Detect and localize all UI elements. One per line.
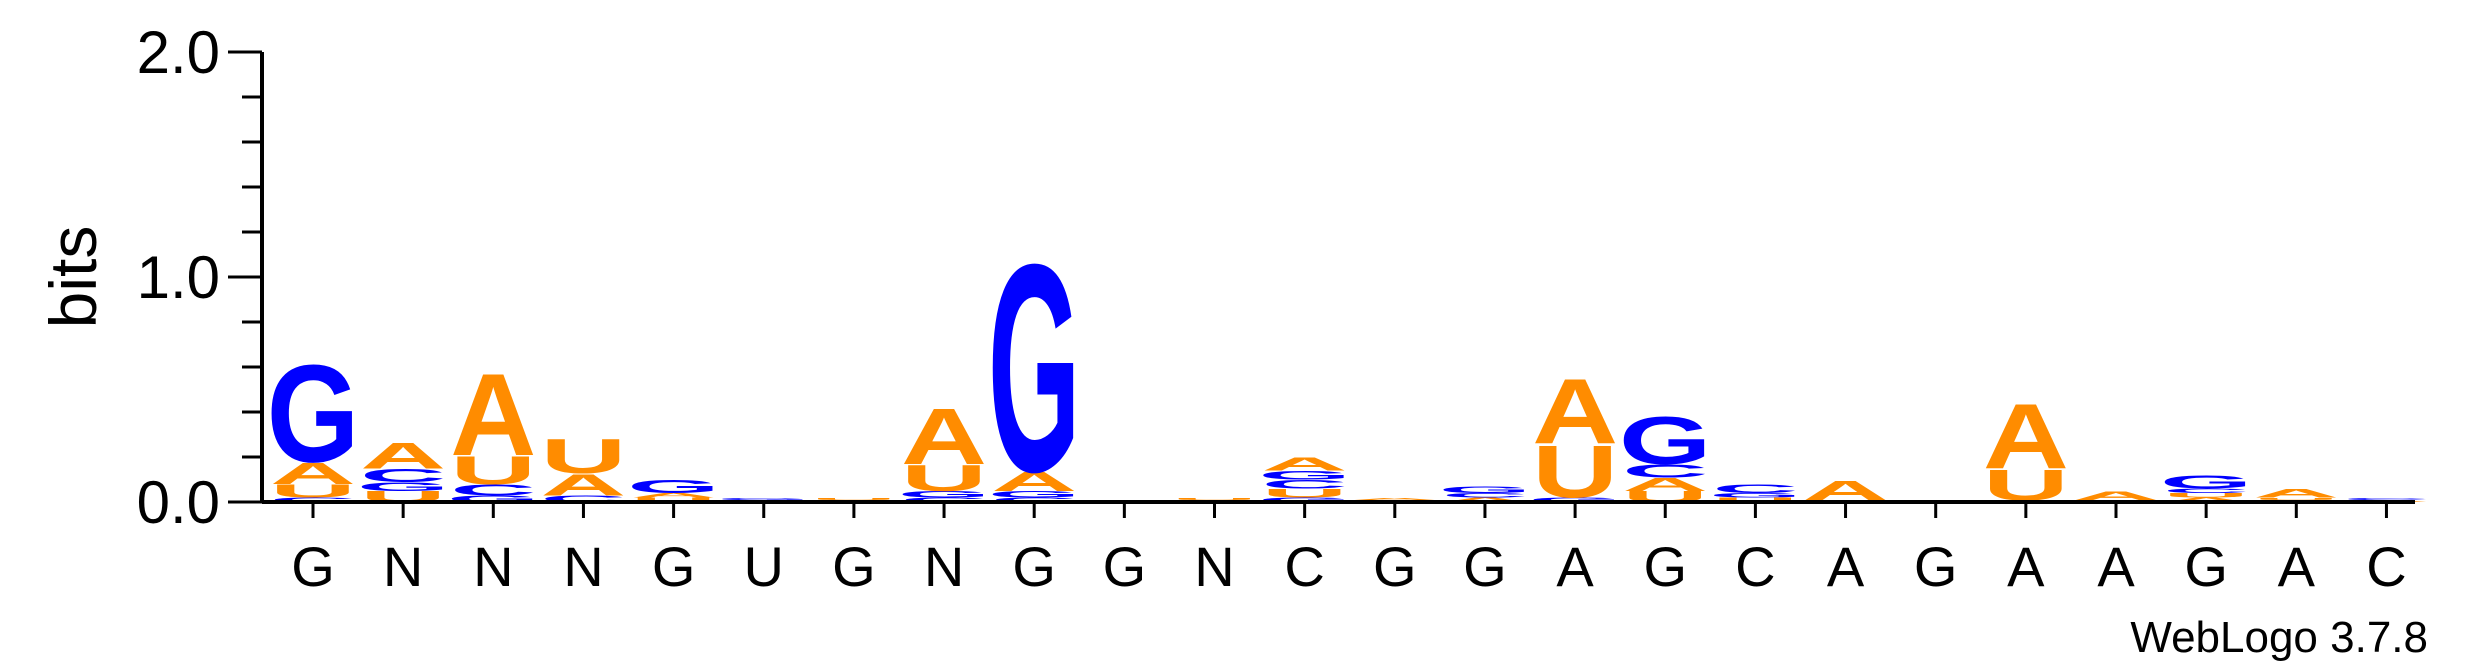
logo-letter-g: G bbox=[898, 489, 991, 499]
logo-letter-u: U bbox=[901, 457, 987, 499]
logo-letter-g: G bbox=[988, 489, 1081, 499]
logo-letter-g: G bbox=[627, 476, 720, 497]
logo-letter-c: C bbox=[2163, 487, 2249, 494]
logo-letter-a: A bbox=[1622, 474, 1708, 495]
logo-letter-g: G bbox=[267, 337, 360, 492]
logo-letter-a: A bbox=[1442, 496, 1528, 503]
logo-letter-a: A bbox=[2073, 489, 2159, 503]
x-tick-label: N bbox=[1194, 535, 1234, 598]
x-tick-label: G bbox=[1012, 535, 1056, 598]
x-tick-label: N bbox=[473, 535, 513, 598]
x-tick-label: G bbox=[1643, 535, 1687, 598]
logo-stacks: CUAGUGCAGCUACAUUAGAGAUCGUACGAGAAUGUCGAGA… bbox=[267, 203, 2430, 534]
logo-letter-u: U bbox=[450, 448, 536, 493]
x-tick-label: N bbox=[924, 535, 964, 598]
y-axis-ticks: 0.0 1.0 2.0 bbox=[137, 19, 262, 536]
x-tick-label: G bbox=[1914, 535, 1958, 598]
logo-letter-g: G bbox=[1258, 468, 1351, 482]
logo-letter-u: U bbox=[2163, 492, 2249, 499]
logo-letter-g: G bbox=[717, 497, 810, 500]
x-tick-label: U bbox=[744, 535, 784, 598]
logo-letter-c: C bbox=[1622, 461, 1708, 482]
x-tick-label: A bbox=[1556, 535, 1594, 598]
logo-letter-c: C bbox=[450, 481, 536, 498]
x-tick-label: G bbox=[291, 535, 335, 598]
logo-letter-a: A bbox=[901, 391, 987, 481]
x-tick-label: G bbox=[832, 535, 876, 598]
logo-letter-u: U bbox=[540, 428, 626, 483]
logo-letter-a: A bbox=[1532, 359, 1618, 463]
logo-letter-a: A bbox=[2253, 486, 2339, 500]
x-tick-label: N bbox=[383, 535, 423, 598]
logo-letter-u: U bbox=[811, 497, 897, 500]
x-tick-label: C bbox=[1735, 535, 1775, 598]
x-tick-label: A bbox=[1827, 535, 1865, 598]
logo-letter-u: U bbox=[1262, 486, 1348, 500]
logo-letter-u: U bbox=[1712, 496, 1798, 503]
logo-letter-g: G bbox=[1529, 496, 1622, 503]
logo-letter-g: G bbox=[1439, 485, 1532, 495]
logo-letter-a: A bbox=[1352, 497, 1438, 500]
x-tick-label: A bbox=[2097, 535, 2135, 598]
logo-letter-c: C bbox=[2343, 497, 2429, 500]
logo-letter-g: G bbox=[1709, 492, 1802, 499]
logo-letter-c: C bbox=[270, 496, 356, 503]
x-tick-label: C bbox=[1284, 535, 1324, 598]
x-tick-label: A bbox=[2278, 535, 2316, 598]
logo-letter-g: G bbox=[357, 480, 450, 494]
x-tick-label: G bbox=[2184, 535, 2228, 598]
y-tick-label: 0.0 bbox=[137, 469, 220, 536]
x-tick-label: N bbox=[563, 535, 603, 598]
logo-letter-g: G bbox=[988, 203, 1081, 534]
logo-letter-a: A bbox=[450, 350, 536, 481]
x-tick-label: G bbox=[652, 535, 696, 598]
weblogo-credit: WebLogo 3.7.8 bbox=[2130, 613, 2428, 662]
logo-letter-g: G bbox=[1619, 402, 1712, 478]
logo-letter-a: A bbox=[540, 468, 626, 502]
logo-letter-a: A bbox=[991, 466, 1077, 497]
x-tick-label: G bbox=[1373, 535, 1417, 598]
logo-letter-c: C bbox=[901, 496, 987, 503]
logo-letter-a: A bbox=[2163, 496, 2249, 503]
logo-letter-c: C bbox=[1262, 477, 1348, 491]
logo-letter-u: U bbox=[1171, 497, 1257, 500]
logo-letter-u: U bbox=[2253, 497, 2339, 500]
x-tick-label: G bbox=[1103, 535, 1147, 598]
logo-letter-g: G bbox=[2160, 472, 2253, 493]
logo-letter-g: G bbox=[447, 494, 540, 504]
y-tick-label: 1.0 bbox=[137, 244, 220, 311]
logo-letter-a: A bbox=[1262, 454, 1348, 475]
logo-letter-c: C bbox=[360, 465, 446, 486]
logo-letter-c: C bbox=[1712, 482, 1798, 496]
y-tick-label: 2.0 bbox=[137, 19, 220, 86]
logo-letter-a: A bbox=[270, 456, 356, 490]
x-tick-label: G bbox=[1463, 535, 1507, 598]
x-tick-label: C bbox=[2366, 535, 2406, 598]
logo-letter-g: G bbox=[1258, 496, 1351, 503]
logo-letter-a: A bbox=[631, 492, 717, 499]
x-tick-label: A bbox=[2007, 535, 2045, 598]
logo-letter-c: C bbox=[991, 496, 1077, 503]
logo-letter-c: C bbox=[540, 494, 626, 504]
logo-letter-c: C bbox=[1442, 492, 1528, 499]
logo-letter-a: A bbox=[1983, 384, 2069, 488]
logo-letter-u: U bbox=[631, 496, 717, 503]
logo-letter-a: A bbox=[360, 435, 446, 477]
y-axis-label: bits bbox=[36, 226, 110, 329]
logo-letter-u: U bbox=[270, 481, 356, 502]
